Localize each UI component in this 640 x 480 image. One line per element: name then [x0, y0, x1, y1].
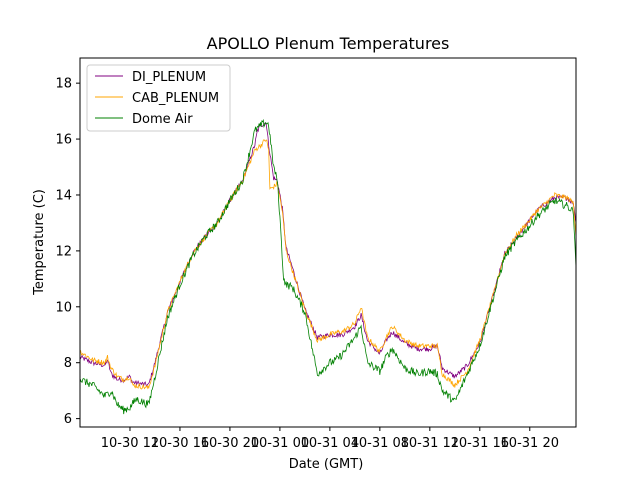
legend-label-dome-air: Dome Air: [132, 112, 193, 127]
y-tick-label: 14: [55, 188, 72, 203]
x-axis-label: Date (GMT): [289, 457, 364, 472]
x-tick-label: 10-31 04: [301, 436, 359, 451]
x-tick-label: 10-30 20: [201, 436, 259, 451]
y-tick-label: 6: [64, 412, 72, 427]
legend-box: [86, 64, 231, 132]
legend: DI_PLENUM CAB_PLENUM Dome Air: [86, 64, 231, 132]
x-tick-label: 10-31 08: [351, 436, 409, 451]
x-tick-label: 10-30 16: [151, 436, 209, 451]
x-tick-label: 10-31 00: [251, 436, 309, 451]
y-tick-label: 16: [55, 133, 72, 148]
x-tick-label: 10-30 12: [101, 436, 159, 451]
legend-label-di-plenum: DI_PLENUM: [132, 70, 206, 85]
y-tick-label: 8: [64, 356, 72, 371]
series-line-cab-plenum: [80, 139, 576, 390]
y-tick-label: 10: [55, 300, 72, 315]
legend-label-cab-plenum: CAB_PLENUM: [132, 91, 219, 106]
plot-frame: [79, 57, 577, 428]
x-tick-label: 10-31 16: [451, 436, 509, 451]
chart-title: APOLLO Plenum Temperatures: [207, 34, 450, 53]
x-tick-label: 10-31 12: [401, 436, 459, 451]
x-tick-label: 10-31 20: [501, 436, 559, 451]
series-line-dome-air: [80, 118, 576, 415]
y-tick-label: 12: [55, 244, 72, 259]
y-axis: 6 8 10 12 14 16 18: [55, 77, 80, 427]
y-axis-label: Temperature (C): [32, 189, 47, 296]
series-group: [80, 118, 576, 415]
y-tick-label: 18: [55, 77, 72, 92]
